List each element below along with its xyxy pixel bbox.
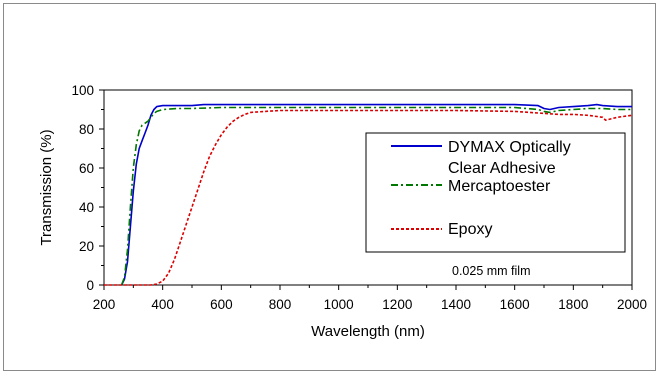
legend-label-3: Epoxy <box>448 221 492 238</box>
x-tick-label: 1000 <box>324 297 354 312</box>
x-tick-label: 800 <box>269 297 292 312</box>
series-line-2 <box>120 106 632 286</box>
x-axis-title: Wavelength (nm) <box>311 323 425 340</box>
x-tick-label: 2000 <box>617 297 647 312</box>
y-axis-title: Transmission (%) <box>38 129 55 245</box>
y-tick-label: 0 <box>86 278 94 293</box>
legend-label-1: DYMAX Optically <box>448 139 571 156</box>
legend-box <box>365 132 626 253</box>
legend-label-2: Mercaptoester <box>448 178 551 195</box>
series-layer <box>104 103 633 286</box>
legend-label-1: Clear Adhesive <box>448 160 556 177</box>
axes: 200 400 600 800 1000 1200 1400 1600 1800 2000 0 20 4… <box>71 83 647 312</box>
x-tick-label: 600 <box>210 297 233 312</box>
x-tick-label: 1400 <box>441 297 471 312</box>
film-thickness-annotation: 0.025 mm film <box>452 264 531 278</box>
y-tick-label: 40 <box>79 200 94 215</box>
series-line-3 <box>104 109 633 286</box>
y-tick-label: 80 <box>79 122 94 137</box>
x-tick-label: 200 <box>93 297 116 312</box>
x-tick-label: 1200 <box>382 297 412 312</box>
y-tick-label: 20 <box>79 239 94 254</box>
y-tick-label: 60 <box>79 161 94 176</box>
x-tick-label: 400 <box>151 297 174 312</box>
series-line-1 <box>120 103 632 286</box>
x-tick-label: 1600 <box>500 297 530 312</box>
x-tick-label: 1800 <box>558 297 588 312</box>
y-tick-label: 100 <box>71 83 94 98</box>
legend: DYMAX Optically Clear AdhesiveMercaptoest… <box>365 132 626 253</box>
